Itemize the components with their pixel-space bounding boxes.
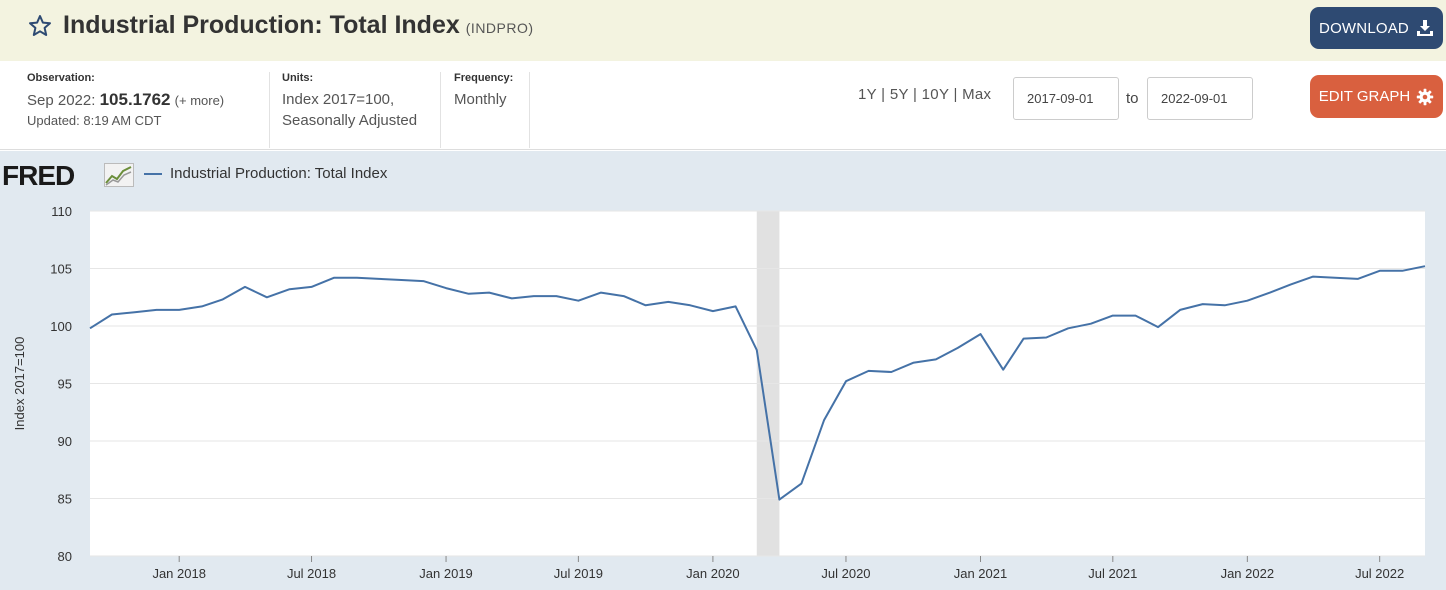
edit-graph-button[interactable]: EDIT GRAPH (1310, 75, 1443, 118)
series-code: (INDPRO) (465, 20, 534, 36)
units-block: Units: Index 2017=100, Seasonally Adjust… (282, 72, 417, 131)
series-title: Industrial Production: Total Index (63, 11, 460, 39)
divider (440, 72, 441, 148)
chart-legend: Industrial Production: Total Index (144, 165, 387, 182)
observation-block: Observation: Sep 2022: 105.1762 (+ more)… (27, 72, 224, 128)
frequency-block: Frequency: Monthly (454, 72, 513, 110)
y-tick-label: 85 (58, 492, 72, 507)
observation-date: Sep 2022: (27, 92, 96, 109)
legend-label: Industrial Production: Total Index (170, 165, 388, 182)
frequency-value: Monthly (454, 91, 507, 108)
to-label: to (1126, 90, 1139, 107)
observation-label: Observation: (27, 72, 95, 84)
range-10y[interactable]: 10Y (921, 86, 949, 103)
x-tick-label: Jan 2019 (419, 566, 473, 581)
more-link[interactable]: (+ more) (174, 93, 225, 108)
divider (269, 72, 270, 148)
y-tick-label: 105 (50, 262, 72, 277)
y-tick-label: 90 (58, 434, 72, 449)
download-label: DOWNLOAD (1319, 19, 1409, 37)
units-line1: Index 2017=100, (282, 91, 395, 108)
x-tick-label: Jan 2022 (1221, 566, 1275, 581)
divider (529, 72, 530, 148)
download-button[interactable]: DOWNLOAD (1310, 7, 1443, 49)
series-info-row: Observation: Sep 2022: 105.1762 (+ more)… (0, 61, 1446, 150)
fred-logo: FRED (2, 160, 75, 192)
y-axis-label: Index 2017=100 (12, 337, 27, 431)
x-tick-label: Jan 2018 (152, 566, 206, 581)
y-tick-label: 95 (58, 377, 72, 392)
units-label: Units: (282, 72, 314, 84)
y-tick-label: 80 (58, 549, 72, 564)
y-tick-label: 100 (50, 319, 72, 334)
range-max[interactable]: Max (962, 86, 992, 103)
fred-chart-icon (104, 163, 134, 187)
x-tick-label: Jul 2020 (821, 566, 870, 581)
x-tick-label: Jul 2021 (1088, 566, 1137, 581)
title-bar: Industrial Production: Total Index (INDPR… (0, 0, 1446, 61)
x-tick-label: Jul 2022 (1355, 566, 1404, 581)
page-title: Industrial Production: Total Index (INDPR… (63, 11, 534, 40)
chart-panel: FRED Industrial Production: Total Index … (0, 151, 1446, 590)
range-selector: 1Y | 5Y | 10Y | Max (858, 86, 992, 103)
series-line (89, 265, 1426, 501)
gear-icon (1417, 88, 1434, 105)
star-icon[interactable] (28, 14, 52, 38)
x-tick-label: Jan 2020 (686, 566, 740, 581)
legend-swatch (144, 172, 162, 175)
edit-graph-label: EDIT GRAPH (1318, 88, 1411, 105)
start-date-input[interactable]: 2017-09-01 (1013, 77, 1119, 120)
end-date-input[interactable]: 2022-09-01 (1147, 77, 1253, 120)
frequency-label: Frequency: (454, 72, 514, 84)
line-chart: 80 85 90 95 100 105 110 Jan 2018 Jul 2018 Jan 201… (12, 204, 1426, 581)
x-tick-label: Jan 2021 (954, 566, 1008, 581)
observation-line: Sep 2022: 105.1762 (+ more) (27, 89, 224, 111)
x-tick-label: Jul 2019 (554, 566, 603, 581)
x-tick-label: Jul 2018 (287, 566, 336, 581)
download-icon (1416, 20, 1433, 36)
range-1y[interactable]: 1Y (858, 86, 877, 103)
range-5y[interactable]: 5Y (889, 86, 909, 103)
observation-value: 105.1762 (99, 90, 171, 109)
fred-logo-text: FRED (2, 160, 75, 191)
y-tick-label: 110 (51, 204, 72, 219)
units-line2: Seasonally Adjusted (282, 112, 418, 129)
updated-text: Updated: 8:19 AM CDT (27, 113, 162, 128)
